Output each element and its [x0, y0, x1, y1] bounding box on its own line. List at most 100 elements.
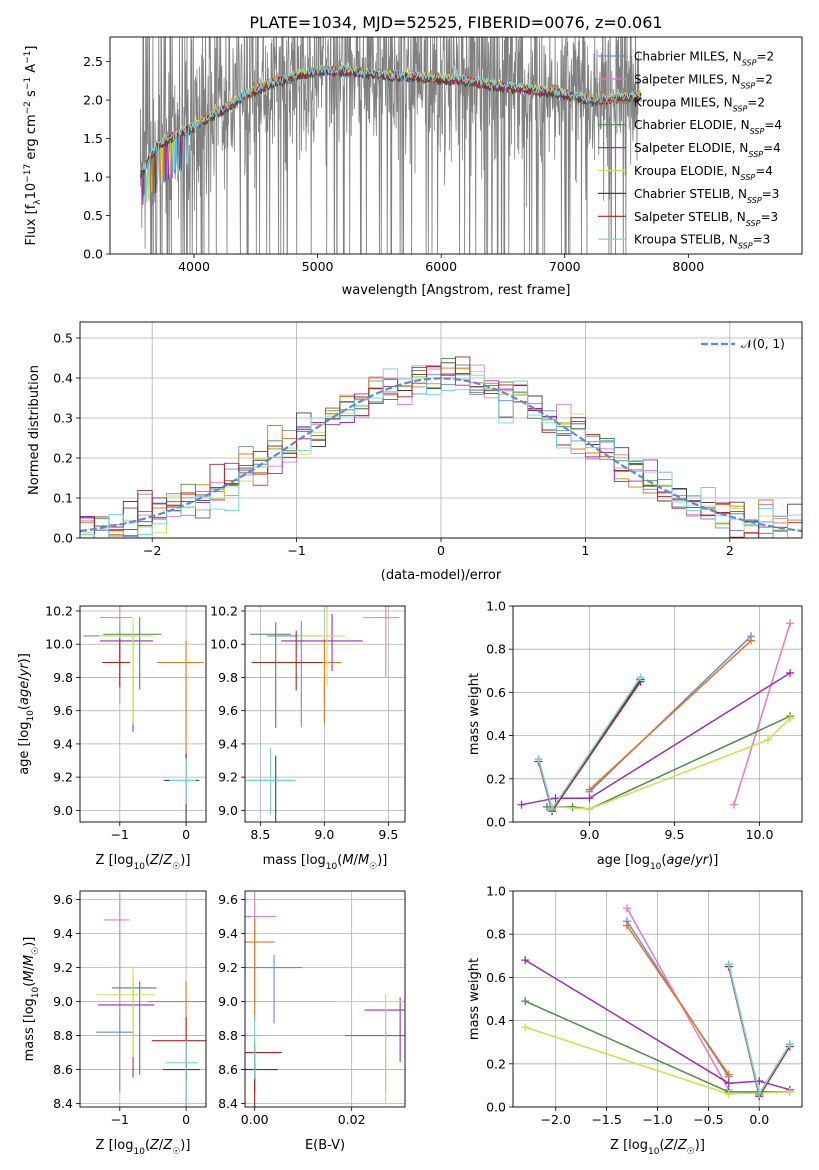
x-tick-label: 0 — [182, 1112, 190, 1127]
weight-marker — [755, 1090, 764, 1099]
legend-entry-salpeter-elodie: Salpeter ELODIE, NSSP=4 — [634, 141, 781, 159]
axes-frame: 0.00 0.02 8.4 8.6 8.8 9.0 9.2 9.4 9.6 E(B-V) — [218, 890, 406, 1153]
panel-8-y-axis-label: mass weight — [467, 958, 482, 1040]
weight-marker — [517, 800, 526, 809]
residual-x-axis-label: (data-model)/error — [381, 568, 502, 583]
y-tick-label: 0.6 — [486, 970, 506, 985]
plot-area — [96, 894, 206, 1107]
x-tick-label: 6000 — [425, 259, 457, 274]
weight-marker — [585, 794, 594, 803]
weight-marker — [786, 714, 795, 723]
axes-frame: −1 0 9.0 9.2 9.4 9.6 9.8 10.0 10.2 Z [log10(Z/Z☉)… — [17, 603, 207, 872]
x-tick-label: −1 — [111, 1112, 129, 1127]
axes-8: −2.0 −1.5 −1.0 −0.5 0.0 0.0 0.2 0.4 0.6 0.8 1.0 Z [… — [467, 884, 803, 1157]
legend-entry-normal: 𝒩(0, 1) — [741, 337, 785, 351]
panel-4-x-axis-label: mass [log10(M/M☉)] — [263, 853, 388, 872]
y-tick-label: 9.4 — [218, 736, 238, 751]
weight-marker — [747, 636, 755, 645]
weight-marker — [730, 800, 738, 809]
weight-line — [733, 623, 791, 805]
panel-5-x-axis-label: age [log10(age/yr)] — [597, 853, 719, 872]
weight-marker — [585, 805, 594, 814]
x-tick-label: 9.5 — [378, 827, 398, 842]
weight-marker — [543, 802, 551, 811]
y-tick-label: 2.5 — [83, 54, 103, 69]
y-tick-label: 9.4 — [218, 926, 238, 941]
x-tick-label: 0.00 — [241, 1112, 269, 1127]
y-tick-label: 8.6 — [53, 1062, 73, 1077]
weight-marker — [548, 805, 557, 814]
weight-line — [588, 640, 752, 791]
y-tick-label: 9.6 — [53, 892, 73, 907]
errorbar-kroupa-miles — [245, 918, 275, 1022]
y-tick-label: 9.6 — [218, 703, 238, 718]
y-tick-label: 9.6 — [218, 892, 238, 907]
x-tick-label: −2 — [143, 543, 161, 558]
spectrum-y-axis-label: Flux [fλ10−17 erg cm−2 s−1 A−1] — [23, 46, 43, 246]
plot-area — [139, 37, 642, 254]
x-tick-label: 2 — [726, 543, 734, 558]
errorbar-kroupa-elodie — [296, 606, 346, 687]
weight-series-salpeter-elodie — [517, 668, 795, 809]
legend-entry-chabrier-elodie: Chabrier ELODIE, NSSP=4 — [634, 118, 782, 136]
weight-marker — [622, 904, 631, 913]
x-tick-label: 1 — [581, 543, 589, 558]
x-tick-label: 5000 — [302, 259, 334, 274]
panel-3-y-axis-label: age [log10(age/yr)] — [17, 653, 36, 775]
legend-entry-salpeter-stelib: Salpeter STELIB, NSSP=3 — [634, 210, 778, 228]
panel-7-x-axis-label: E(B-V) — [305, 1138, 345, 1153]
x-tick-label: 0.0 — [749, 1112, 769, 1127]
weight-marker — [521, 956, 530, 965]
y-tick-label: 2.0 — [83, 93, 103, 108]
y-tick-label: 10.0 — [210, 637, 238, 652]
y-tick-label: 8.4 — [53, 1096, 73, 1111]
y-tick-label: 0.5 — [53, 331, 73, 346]
weight-marker — [786, 619, 795, 628]
weight-marker — [622, 921, 631, 930]
weight-series-kroupa-miles — [622, 921, 733, 1079]
errorbar-salpeter-stelib — [251, 630, 323, 691]
axes-3: −1 0 9.0 9.2 9.4 9.6 9.8 10.0 10.2 Z [log10(Z/Z☉)… — [17, 603, 207, 872]
y-tick-label: 10.0 — [45, 637, 73, 652]
x-tick-label: 4000 — [178, 259, 210, 274]
x-tick-label: 9.0 — [314, 827, 334, 842]
axes-spine — [244, 605, 406, 823]
x-tick-label: 7000 — [549, 259, 581, 274]
y-tick-label: 9.8 — [53, 670, 73, 685]
errorbar-chabrier-elodie — [103, 617, 162, 690]
normal-distribution-curve — [80, 377, 802, 533]
axes-frame: −2.0 −1.5 −1.0 −0.5 0.0 0.0 0.2 0.4 0.6 0.8 1.0 Z [… — [467, 884, 803, 1157]
y-tick-label: 0.0 — [486, 815, 506, 830]
y-tick-label: 0.2 — [53, 451, 73, 466]
errorbar-kroupa-stelib — [245, 1015, 267, 1080]
residual-histogram-kroupa-stelib — [80, 368, 802, 538]
x-tick-label: −1 — [111, 827, 129, 842]
errorbar-salpeter-stelib — [151, 1017, 206, 1084]
panel-5-y-axis-label: mass weight — [467, 673, 482, 755]
y-tick-label: 1.0 — [486, 884, 506, 899]
weight-line — [588, 635, 752, 793]
y-tick-label: 1.5 — [83, 131, 103, 146]
y-tick-label: 9.0 — [218, 994, 238, 1009]
errorbar-chabrier-elodie — [250, 622, 292, 728]
legend-entry-kroupa-stelib: Kroupa STELIB, NSSP=3 — [634, 233, 770, 251]
axes-frame: 8.5 9.0 9.5 9.0 9.2 9.4 9.6 9.8 10.0 10.2 mass [lo… — [210, 603, 406, 872]
weight-series-kroupa-elodie — [521, 1023, 794, 1099]
errorbar-chabrier-elodie — [111, 981, 157, 1075]
errorbar-kroupa-stelib — [245, 748, 296, 815]
errorbar-chabrier-miles — [245, 954, 302, 1024]
y-tick-label: 9.2 — [218, 960, 238, 975]
plot-area — [517, 619, 795, 816]
legend-entry-kroupa-elodie: Kroupa ELODIE, NSSP=4 — [634, 164, 773, 182]
y-tick-label: 0.0 — [486, 1100, 506, 1115]
panel-3-x-axis-label: Z [log10(Z/Z☉)] — [96, 853, 191, 872]
errorbar-kroupa-stelib — [169, 758, 196, 804]
legend-entry-chabrier-miles: Chabrier MILES, NSSP=2 — [634, 50, 774, 68]
weight-marker — [521, 1023, 530, 1032]
x-tick-label: −2.0 — [541, 1112, 571, 1127]
y-tick-label: 0.0 — [83, 247, 103, 262]
errorbar-kroupa-stelib — [166, 1040, 199, 1107]
y-tick-label: 9.2 — [53, 960, 73, 975]
x-tick-label: 0 — [182, 827, 190, 842]
weight-marker — [534, 755, 543, 764]
